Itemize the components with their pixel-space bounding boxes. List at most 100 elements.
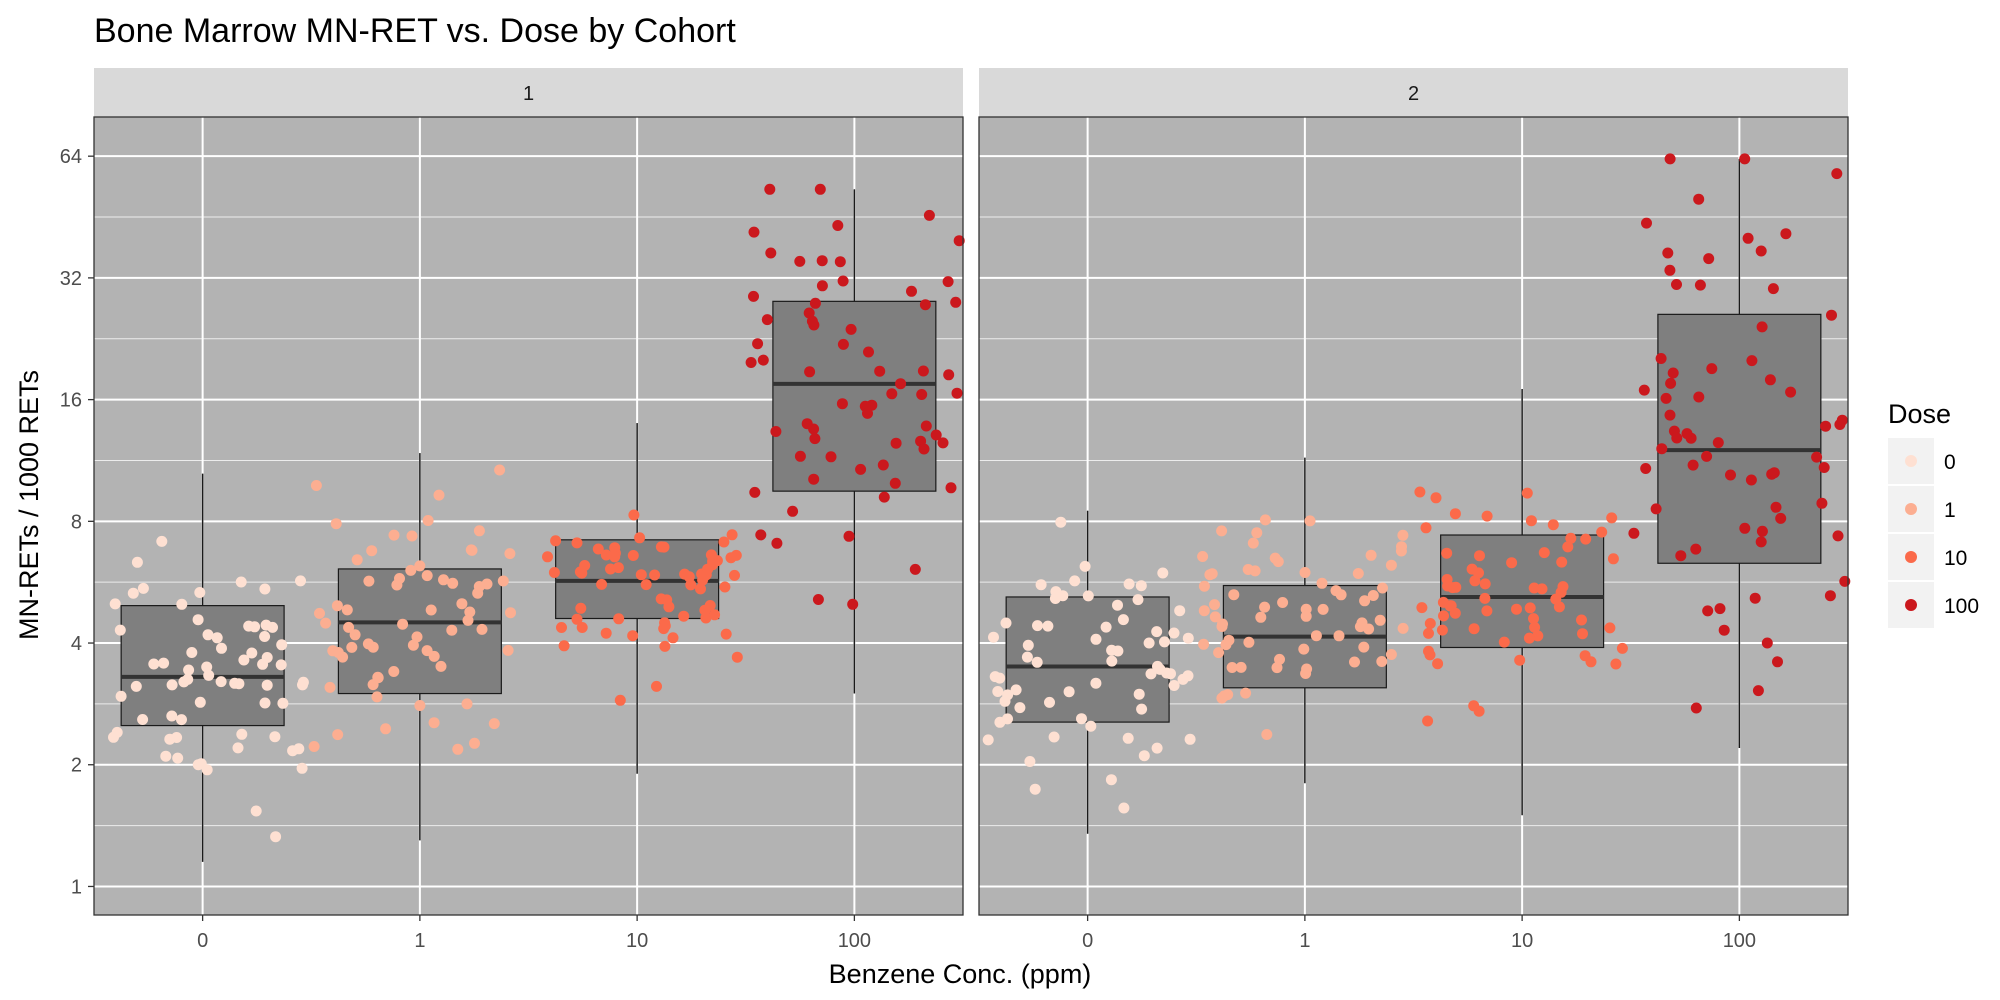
data-point <box>1650 503 1662 515</box>
data-point <box>1536 583 1548 595</box>
data-point <box>1135 580 1147 592</box>
data-point <box>1204 569 1216 581</box>
data-point <box>314 607 325 619</box>
data-point <box>757 354 769 366</box>
data-point <box>731 651 743 663</box>
data-point <box>1304 515 1316 527</box>
data-point <box>261 679 273 691</box>
data-point <box>194 696 206 708</box>
data-point <box>1424 618 1436 629</box>
data-point <box>1157 567 1169 579</box>
data-point <box>1780 228 1792 240</box>
data-point <box>1298 643 1310 655</box>
data-point <box>1272 556 1284 568</box>
x-tick-label: 0 <box>197 930 208 952</box>
data-point <box>466 544 478 556</box>
data-point <box>803 307 815 319</box>
data-point <box>556 622 567 633</box>
data-point <box>332 729 344 741</box>
data-point <box>502 644 514 656</box>
data-point <box>428 717 440 729</box>
data-point <box>194 587 206 598</box>
data-point <box>765 247 777 259</box>
data-point <box>1395 545 1407 557</box>
box-dose-100 <box>745 183 965 694</box>
data-point <box>655 541 667 553</box>
data-point <box>1123 578 1135 590</box>
panel-border <box>93 116 964 916</box>
data-point <box>1761 637 1773 649</box>
data-point <box>576 567 588 579</box>
data-point <box>1216 525 1228 537</box>
data-point <box>505 607 516 619</box>
data-point <box>1739 522 1751 534</box>
data-point <box>920 420 932 432</box>
panel-border <box>978 116 1849 916</box>
data-point <box>909 563 921 575</box>
data-point <box>1690 543 1702 555</box>
data-point <box>1021 651 1033 663</box>
box-dose-10 <box>1414 388 1628 816</box>
data-point <box>201 764 213 776</box>
data-point <box>1660 392 1672 404</box>
data-point <box>1836 414 1848 426</box>
data-point <box>863 346 874 358</box>
data-point <box>614 694 626 706</box>
data-point <box>137 582 149 594</box>
data-point <box>1831 168 1843 180</box>
y-axis: 1 2 4 8 16 32 64 <box>60 146 94 898</box>
x-tick-label: 1 <box>414 930 425 952</box>
data-point <box>1168 627 1180 639</box>
data-point <box>405 564 417 576</box>
data-point <box>634 532 646 544</box>
data-point <box>201 661 213 673</box>
data-point <box>1640 463 1652 474</box>
box-iqr <box>1657 313 1822 564</box>
data-point <box>351 554 363 566</box>
data-point <box>558 640 570 652</box>
data-point <box>428 650 440 662</box>
data-point <box>1693 193 1705 205</box>
data-point <box>571 537 583 549</box>
data-point <box>1481 605 1493 617</box>
data-point <box>464 606 476 618</box>
data-point <box>1356 617 1368 629</box>
data-point <box>1756 525 1768 537</box>
data-point <box>726 529 738 541</box>
data-point <box>809 433 821 445</box>
data-point <box>627 630 639 642</box>
data-point <box>709 609 721 621</box>
data-point <box>1529 621 1541 633</box>
data-point <box>1168 680 1180 691</box>
data-point <box>1675 550 1687 562</box>
data-point <box>1474 550 1485 562</box>
data-point <box>1514 654 1526 666</box>
data-point <box>1694 279 1706 291</box>
y-tick-label: 2 <box>71 755 82 777</box>
data-point <box>1050 586 1062 598</box>
data-point <box>320 617 332 629</box>
y-tick-label: 1 <box>71 876 82 898</box>
data-point <box>837 338 849 350</box>
panel-strip-label: 1 <box>523 83 534 105</box>
data-point <box>1184 733 1196 745</box>
data-point <box>1839 575 1851 587</box>
data-point <box>1423 645 1434 657</box>
box-iqr <box>337 568 502 695</box>
data-point <box>1450 581 1462 593</box>
data-point <box>667 632 679 644</box>
data-point <box>238 654 250 666</box>
data-point <box>1385 649 1397 660</box>
data-point <box>994 716 1006 728</box>
data-point <box>999 695 1011 707</box>
data-point <box>764 183 776 195</box>
data-point <box>1423 627 1434 639</box>
data-point <box>343 621 355 633</box>
data-point <box>1739 153 1751 165</box>
data-point <box>627 550 639 561</box>
data-point <box>1832 530 1844 542</box>
data-point <box>806 315 818 327</box>
data-point <box>211 632 223 644</box>
data-point <box>1824 590 1836 602</box>
data-point <box>1703 253 1715 265</box>
